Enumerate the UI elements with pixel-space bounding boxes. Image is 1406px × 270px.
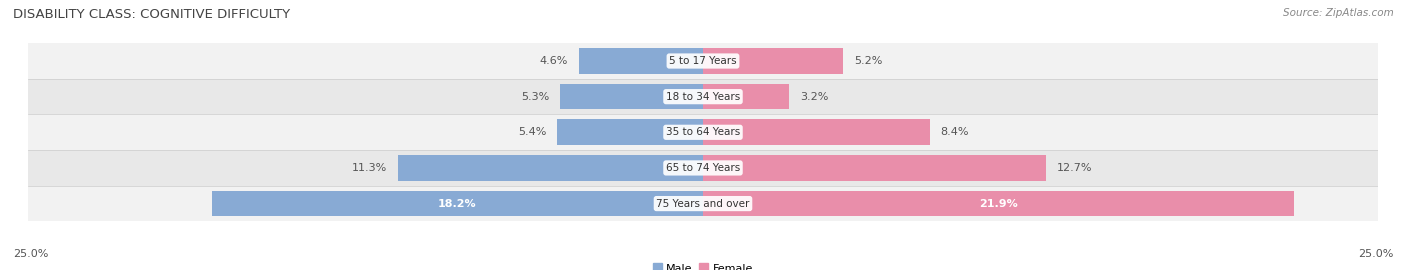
Bar [579,48,703,74]
Text: 11.3%: 11.3% [352,163,387,173]
Text: 25.0%: 25.0% [13,249,48,259]
Bar [28,114,1378,150]
Bar [703,119,929,145]
Text: 5.4%: 5.4% [517,127,547,137]
Bar [703,84,789,110]
Text: 5.3%: 5.3% [520,92,550,102]
Text: 18 to 34 Years: 18 to 34 Years [666,92,740,102]
Bar [28,186,1378,221]
Text: 65 to 74 Years: 65 to 74 Years [666,163,740,173]
Text: 18.2%: 18.2% [439,198,477,209]
Text: DISABILITY CLASS: COGNITIVE DIFFICULTY: DISABILITY CLASS: COGNITIVE DIFFICULTY [13,8,290,21]
Bar [398,155,703,181]
Text: 5 to 17 Years: 5 to 17 Years [669,56,737,66]
Text: 3.2%: 3.2% [800,92,828,102]
Bar [557,119,703,145]
Bar [703,155,1046,181]
Text: 75 Years and over: 75 Years and over [657,198,749,209]
Text: 25.0%: 25.0% [1358,249,1393,259]
Text: 12.7%: 12.7% [1057,163,1092,173]
Text: 5.2%: 5.2% [855,56,883,66]
Text: Source: ZipAtlas.com: Source: ZipAtlas.com [1282,8,1393,18]
Text: 35 to 64 Years: 35 to 64 Years [666,127,740,137]
Bar [212,191,703,217]
Bar [28,43,1378,79]
Bar [703,48,844,74]
Text: 4.6%: 4.6% [540,56,568,66]
Bar [703,191,1294,217]
Legend: Male, Female: Male, Female [648,259,758,270]
Text: 8.4%: 8.4% [941,127,969,137]
Bar [28,150,1378,186]
Bar [560,84,703,110]
Text: 21.9%: 21.9% [979,198,1018,209]
Bar [28,79,1378,114]
